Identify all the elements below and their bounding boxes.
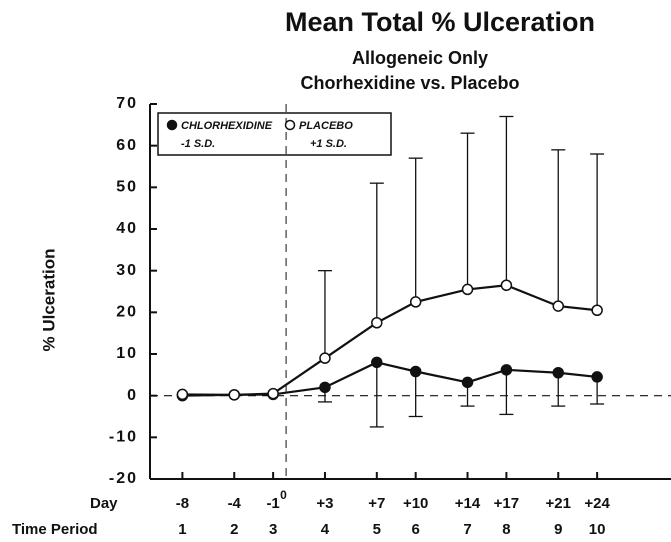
marker [409,365,422,378]
time-period-label: 1 [178,521,186,538]
y-tick-label: -10 [109,429,138,446]
x-tick-label: -8 [176,495,189,512]
time-period-label: 8 [502,521,510,538]
y-axis-label: % Ulceration [39,249,58,352]
marker [319,352,331,364]
x-tick-label: +14 [455,495,481,512]
y-tick-label: 20 [116,304,138,321]
marker [500,279,513,291]
x-tick-label: -1 [266,495,279,512]
x-row-label: Day [90,495,118,512]
chart-subtitle: Allogeneic Only [352,48,488,68]
marker [267,387,279,400]
x-tick-label: +21 [546,495,571,512]
time-period-label: 7 [463,521,471,538]
x-row-label: Time Period [12,521,98,538]
y-tick-label: 60 [116,137,138,154]
marker [591,371,603,383]
marker [552,300,564,312]
y-tick-label: 10 [116,345,138,362]
time-period-label: 5 [373,521,381,538]
legend-label: PLACEBO [299,120,353,132]
y-tick-label: 50 [116,179,138,196]
legend-marker [166,119,178,131]
marker [591,304,603,316]
y-tick-label: 0 [127,387,138,404]
marker [552,367,564,379]
legend-box [157,112,392,156]
legend-label: CHLORHEXIDINE [181,120,273,132]
marker [461,283,474,296]
x-tick-label: +7 [368,495,385,512]
y-tick-label: 30 [116,262,138,279]
marker [319,381,331,394]
series-line [182,361,598,397]
marker [371,317,383,329]
series-line [182,284,598,396]
chart-title: Mean Total % Ulceration [285,7,595,37]
marker [371,356,383,369]
legend-sublabel: +1 S.D. [310,138,347,150]
y-tick-label: -20 [109,470,138,487]
time-period-label: 6 [412,521,420,538]
y-tick-label: 70 [116,95,138,112]
legend-sublabel: -1 S.D. [181,138,215,150]
x-tick-label: +3 [316,495,333,512]
x-tick-label: +24 [584,495,610,512]
time-period-label: 4 [321,521,330,538]
chart-subtitle: Chorhexidine vs. Placebo [300,73,519,93]
marker [409,296,422,308]
time-period-label: 10 [589,521,606,538]
marker [461,376,474,389]
time-period-label: 9 [554,521,562,538]
marker [500,364,513,376]
legend-marker [284,119,296,131]
y-tick-label: 40 [116,220,138,237]
x-tick-label: +10 [403,495,428,512]
x-tick-label: +17 [494,495,519,512]
marker [228,389,240,401]
x-tick-label: -4 [228,495,242,512]
time-period-label: 3 [269,521,277,538]
day-zero-label: 0 [280,488,287,502]
marker [176,388,189,401]
time-period-label: 2 [230,521,238,538]
